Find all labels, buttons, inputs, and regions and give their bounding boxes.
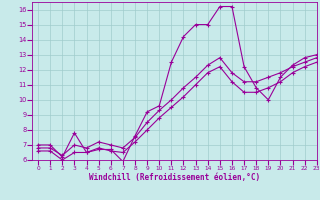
X-axis label: Windchill (Refroidissement éolien,°C): Windchill (Refroidissement éolien,°C) <box>89 173 260 182</box>
